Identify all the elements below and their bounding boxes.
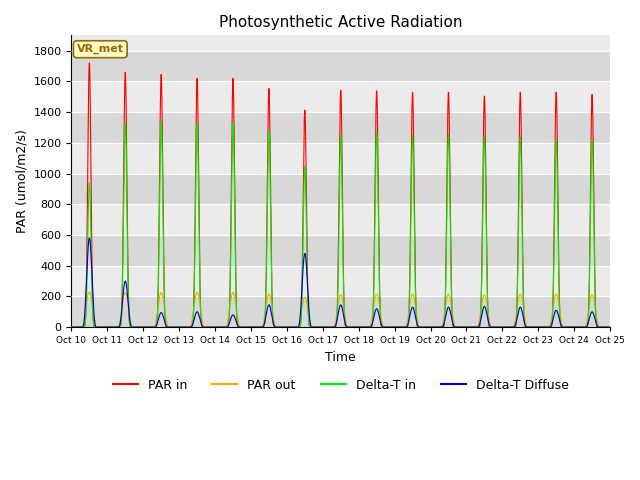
- Bar: [72, 297, 610, 327]
- Bar: [72, 235, 610, 266]
- Legend: PAR in, PAR out, Delta-T in, Delta-T Diffuse: PAR in, PAR out, Delta-T in, Delta-T Dif…: [108, 374, 573, 397]
- Y-axis label: PAR (umol/m2/s): PAR (umol/m2/s): [15, 129, 28, 233]
- X-axis label: Time: Time: [325, 351, 356, 364]
- Bar: [72, 112, 610, 143]
- Bar: [72, 51, 610, 82]
- Text: VR_met: VR_met: [77, 44, 124, 54]
- Title: Photosynthetic Active Radiation: Photosynthetic Active Radiation: [219, 15, 463, 30]
- Bar: [72, 174, 610, 204]
